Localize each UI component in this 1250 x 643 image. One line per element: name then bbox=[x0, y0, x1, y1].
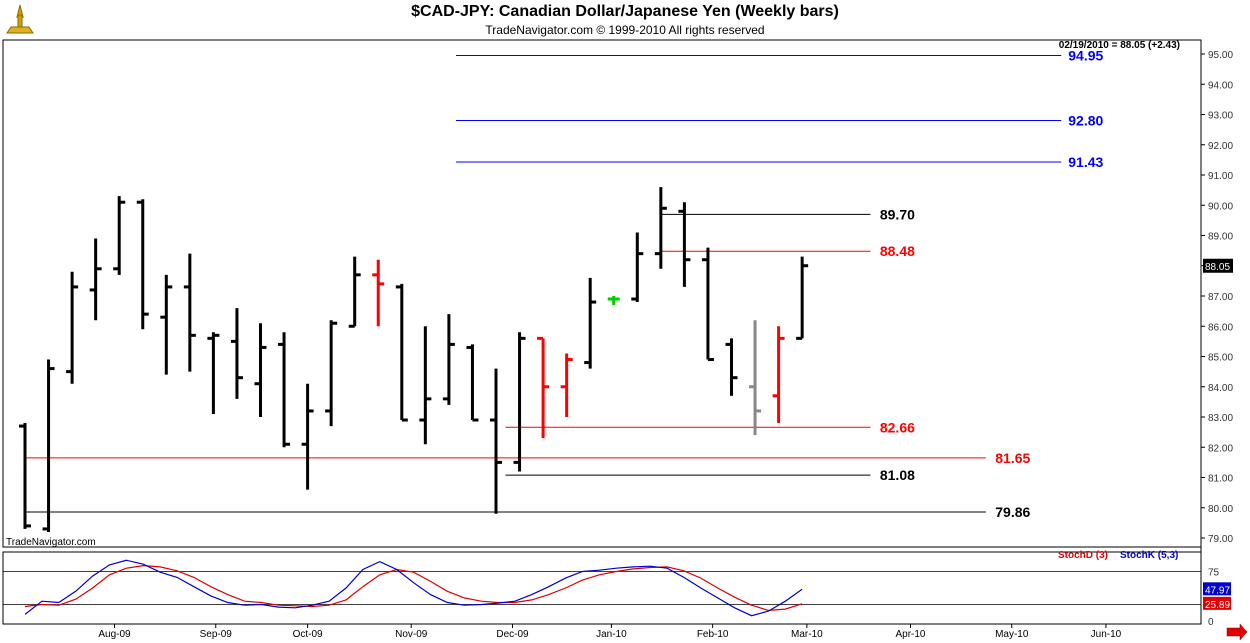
level-label: 79.86 bbox=[995, 504, 1030, 520]
level-label: 91.43 bbox=[1068, 154, 1103, 170]
stoch-d-value-box bbox=[1203, 596, 1231, 610]
y-tick-label: 82.00 bbox=[1208, 443, 1233, 454]
stoch-k-line bbox=[24, 559, 803, 617]
level-label: 89.70 bbox=[880, 206, 915, 222]
x-tick-label: Aug-09 bbox=[98, 629, 131, 640]
y-tick-label: 89.00 bbox=[1208, 232, 1233, 243]
y-tick-label: 84.00 bbox=[1208, 383, 1233, 394]
x-tick-label: May-10 bbox=[995, 629, 1029, 640]
stoch-d-value: 25.89 bbox=[1205, 600, 1230, 611]
y-tick-label: 94.00 bbox=[1208, 80, 1233, 91]
last-quote-text: 02/19/2010 = 88.05 (+2.43) bbox=[1059, 40, 1180, 51]
price-tag-label: 88.05 bbox=[1205, 262, 1230, 273]
x-tick-label: Dec-09 bbox=[496, 629, 529, 640]
level-label: 92.80 bbox=[1068, 113, 1103, 129]
watermark-text: TradeNavigator.com bbox=[6, 537, 96, 548]
x-tick-label: Nov-09 bbox=[395, 629, 428, 640]
y-tick-label: 80.00 bbox=[1208, 504, 1233, 515]
x-tick-label: Oct-09 bbox=[293, 629, 323, 640]
y-tick-label: 93.00 bbox=[1208, 111, 1233, 122]
stoch-d-line bbox=[24, 564, 803, 612]
x-tick-label: Jan-10 bbox=[596, 629, 627, 640]
scroll-right-arrow-icon[interactable] bbox=[1226, 623, 1248, 641]
y-tick-label: 90.00 bbox=[1208, 201, 1233, 212]
level-label: 88.48 bbox=[880, 243, 915, 259]
price-tag bbox=[1203, 258, 1233, 273]
level-label: 81.08 bbox=[880, 467, 915, 483]
y-tick-label: 95.00 bbox=[1208, 50, 1233, 61]
y-tick-label: 83.00 bbox=[1208, 413, 1233, 424]
x-tick-label: Sep-09 bbox=[200, 629, 233, 640]
stoch-k-legend: StochK (5,3) bbox=[1120, 550, 1178, 561]
stoch-k-value: 47.97 bbox=[1205, 585, 1230, 596]
y-tick-label: 87.00 bbox=[1208, 292, 1233, 303]
level-label: 94.95 bbox=[1068, 48, 1103, 64]
price-panel bbox=[2, 39, 1202, 548]
chart-title: $CAD-JPY: Canadian Dollar/Japanese Yen (… bbox=[411, 3, 839, 20]
level-label: 81.65 bbox=[995, 450, 1030, 466]
stochastic-panel bbox=[2, 551, 1202, 625]
copyright-text: TradeNavigator.com © 1999-2010 All right… bbox=[485, 23, 765, 37]
y-tick-label: 81.00 bbox=[1208, 474, 1233, 485]
x-tick-label: Feb-10 bbox=[697, 629, 729, 640]
y-tick-label: 92.00 bbox=[1208, 141, 1233, 152]
y-tick-label: 91.00 bbox=[1208, 171, 1233, 182]
y-tick-label: 79.00 bbox=[1208, 534, 1233, 545]
level-label: 82.66 bbox=[880, 419, 915, 435]
stoch-k-value-box bbox=[1203, 582, 1231, 596]
x-tick-label: Mar-10 bbox=[791, 629, 823, 640]
stoch-tick-label: 0 bbox=[1208, 617, 1214, 628]
stoch-d-legend: StochD (3) bbox=[1058, 550, 1108, 561]
x-tick-label: Apr-10 bbox=[895, 629, 925, 640]
x-tick-label: Jun-10 bbox=[1091, 629, 1122, 640]
stoch-tick-label: 75 bbox=[1208, 568, 1220, 579]
y-tick-label: 86.00 bbox=[1208, 322, 1233, 333]
tradenavigator-logo-icon bbox=[3, 3, 37, 37]
y-tick-label: 85.00 bbox=[1208, 353, 1233, 364]
